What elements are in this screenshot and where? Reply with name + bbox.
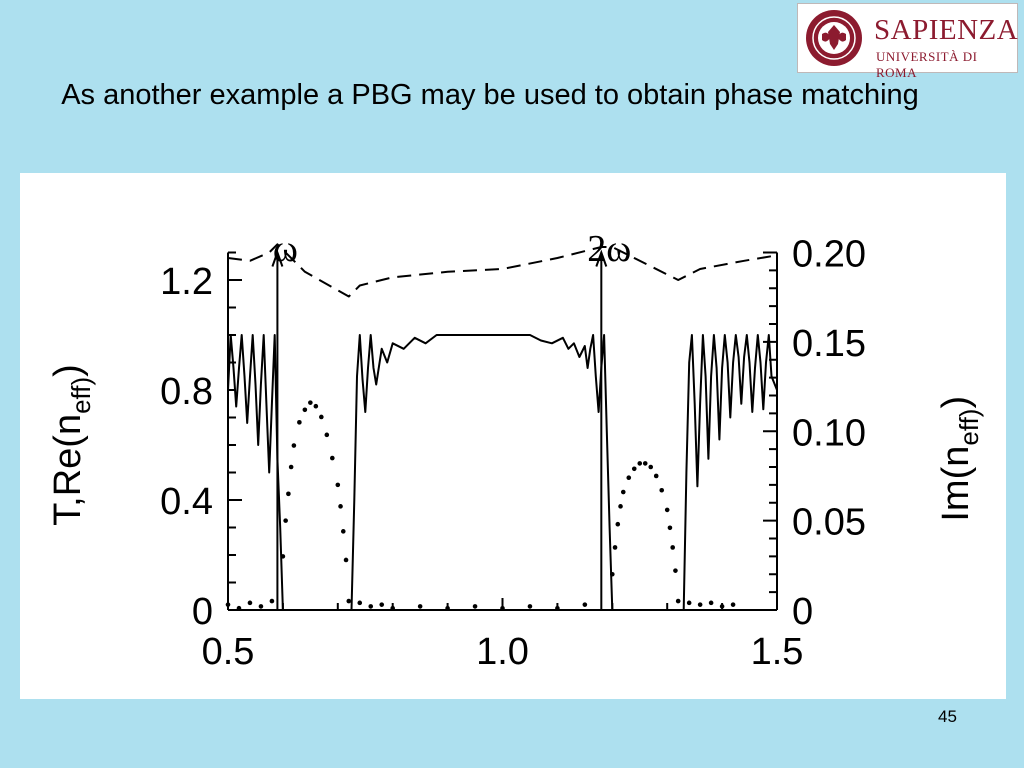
- im-neff-point: [615, 521, 621, 527]
- right-tick-label: 0.10: [792, 412, 866, 454]
- left-tick-label: 0: [192, 591, 213, 633]
- im-neff-point: [626, 475, 632, 481]
- transmission-line: [227, 334, 778, 611]
- im-neff-point: [286, 491, 291, 497]
- im-neff-point: [236, 605, 242, 611]
- im-neff-point: [283, 518, 288, 523]
- slide-title: As another example a PBG may be used to …: [61, 79, 919, 111]
- im-neff-point: [297, 420, 302, 425]
- im-neff-point: [247, 600, 253, 606]
- im-neff-point: [555, 605, 560, 611]
- im-neff-point: [620, 489, 626, 495]
- im-neff-point: [225, 602, 231, 607]
- right-tick-label: 0: [792, 591, 813, 633]
- im-neff-point: [368, 604, 374, 609]
- chart-panel: 0 0.4 0.8 1.2 0 0.05 0.10 0.15 0.20 0.5 1.0 1.5 T,Re…: [20, 173, 1006, 699]
- im-neff-point: [330, 455, 335, 461]
- im-neff-point: [642, 461, 648, 466]
- im-neff-point: [302, 407, 308, 413]
- im-neff-point: [719, 604, 725, 609]
- im-neff-point: [280, 554, 286, 559]
- im-neff-point: [670, 545, 675, 550]
- im-neff-point: [582, 602, 588, 607]
- annotation-label: 2ω: [587, 228, 631, 270]
- im-neff-point: [346, 598, 352, 604]
- y-axis-label-right: Im(neff)): [935, 396, 984, 522]
- im-neff-point: [648, 464, 654, 470]
- im-neff-point: [338, 504, 343, 509]
- right-tick-label: 0.05: [792, 502, 866, 544]
- im-neff-point: [527, 604, 533, 609]
- im-neff-point: [686, 600, 692, 606]
- right-tick-label: 0.20: [792, 234, 866, 276]
- im-neff-point: [390, 605, 396, 611]
- im-neff-point: [612, 545, 618, 550]
- transmission-chart: 0 0.4 0.8 1.2 0 0.05 0.10 0.15 0.20 0.5 1.0 1.5 T,Re…: [47, 228, 984, 673]
- im-neff-point: [291, 443, 297, 448]
- im-neff-point: [335, 482, 341, 488]
- right-tick-label: 0.15: [792, 323, 866, 365]
- im-neff-point: [697, 602, 703, 607]
- page-number: 45: [938, 707, 957, 726]
- im-neff-point: [610, 571, 615, 577]
- university-seal-icon: [806, 10, 862, 66]
- im-neff-point: [445, 605, 450, 611]
- x-tick-label: 1.0: [476, 631, 529, 673]
- x-tick-label: 1.5: [751, 631, 804, 673]
- im-neff-point: [417, 604, 423, 609]
- im-neff-point: [631, 466, 637, 472]
- left-tick-label: 0.4: [160, 481, 213, 523]
- logo-name: SAPIENZA: [874, 14, 1019, 46]
- im-neff-point: [618, 504, 623, 509]
- im-neff-point: [659, 487, 665, 493]
- im-neff-point: [288, 464, 294, 470]
- annotation-arrow-head: [271, 249, 284, 267]
- y-axis-label-left: T,Re(neff)): [47, 364, 96, 526]
- im-neff-point: [673, 568, 678, 573]
- im-neff-point: [324, 432, 330, 438]
- im-neff-point: [675, 598, 681, 604]
- im-neff-point: [664, 507, 670, 513]
- im-neff-point: [319, 414, 324, 420]
- im-neff-point: [708, 600, 714, 606]
- left-tick-label: 0.8: [160, 371, 213, 413]
- im-neff-point: [269, 598, 275, 604]
- im-neff-point: [653, 473, 659, 479]
- im-neff-point: [308, 400, 313, 405]
- im-neff-point: [379, 602, 385, 607]
- im-neff-point: [500, 605, 505, 611]
- im-neff-point: [472, 604, 478, 609]
- im-neff-point: [258, 604, 264, 609]
- im-neff-point: [357, 600, 363, 606]
- university-logo: SAPIENZA UNIVERSITÀ DI ROMA: [797, 3, 1019, 80]
- logo-subtitle: UNIVERSITÀ DI ROMA: [876, 49, 978, 80]
- im-neff-point: [343, 557, 349, 563]
- im-neff-point: [340, 529, 346, 534]
- annotation-label: ω: [273, 228, 298, 270]
- im-neff-point: [313, 403, 319, 409]
- x-tick-label: 0.5: [202, 631, 255, 673]
- annotation-arrow-head: [595, 249, 608, 267]
- im-neff-point: [667, 525, 673, 531]
- re-neff-line: [227, 243, 778, 298]
- left-tick-label: 1.2: [160, 261, 213, 303]
- im-neff-point: [637, 461, 643, 466]
- im-neff-point: [730, 602, 736, 607]
